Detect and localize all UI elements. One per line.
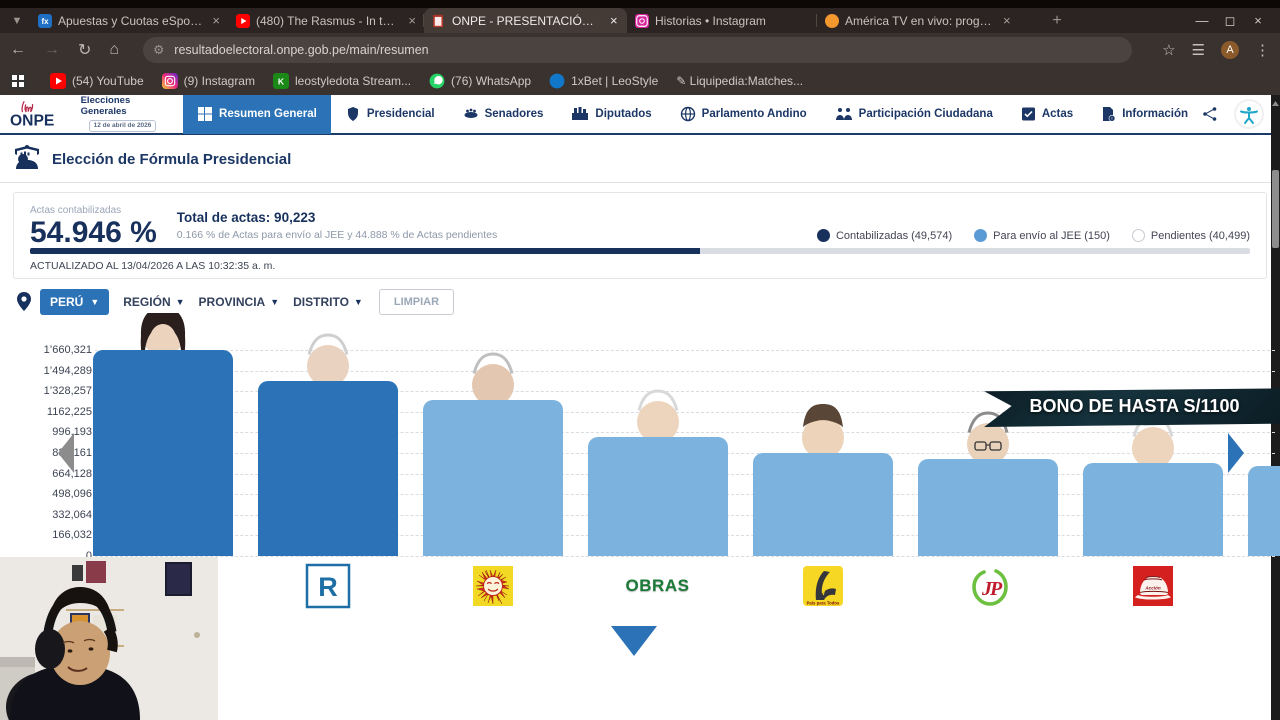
svg-text:Acción: Acción	[1144, 586, 1161, 591]
svg-text:i: i	[1112, 117, 1113, 121]
svg-text:P: P	[989, 578, 1003, 600]
svg-text:ONPE: ONPE	[10, 113, 54, 130]
svg-text:R: R	[318, 572, 338, 602]
svg-text:fx: fx	[42, 17, 50, 26]
svg-text:K: K	[278, 76, 285, 86]
svg-text:País para Todos: País para Todos	[806, 601, 839, 606]
